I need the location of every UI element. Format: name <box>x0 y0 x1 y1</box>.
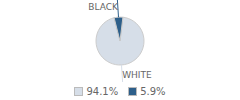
html-text:94.1%: 94.1% <box>86 85 119 97</box>
svg-text:WHITE: WHITE <box>122 70 152 80</box>
svg-text:BLACK: BLACK <box>88 2 119 12</box>
html-text:5.9%: 5.9% <box>140 85 166 97</box>
